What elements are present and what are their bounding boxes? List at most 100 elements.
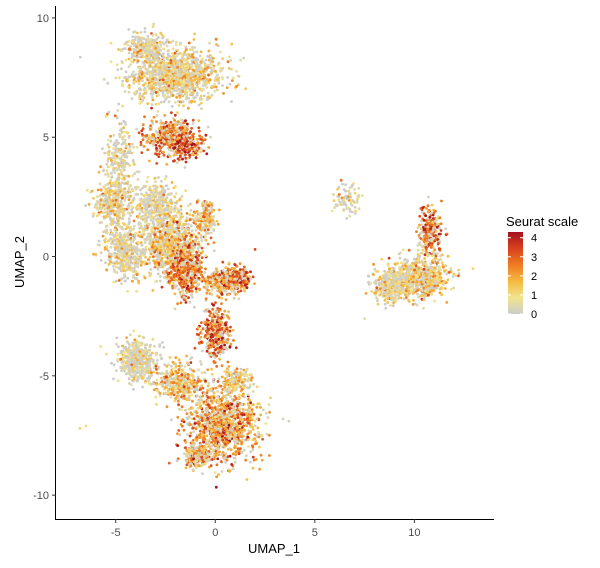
cell-point — [158, 256, 162, 260]
cell-point — [188, 48, 192, 51]
cell-point — [243, 289, 247, 293]
cell-point — [187, 222, 190, 226]
cell-point — [139, 143, 143, 147]
cell-point — [193, 32, 197, 36]
cell-point — [99, 251, 103, 255]
cell-point — [140, 72, 144, 76]
cell-point — [102, 204, 106, 207]
cell-point — [153, 250, 157, 254]
cell-point — [110, 242, 113, 245]
cell-point — [172, 77, 176, 80]
cell-point — [158, 41, 161, 44]
cell-point — [157, 93, 161, 97]
cell-point — [122, 276, 126, 279]
cell-point — [133, 54, 136, 58]
cell-point — [172, 186, 176, 190]
cell-point — [176, 254, 180, 257]
cell-point — [172, 133, 175, 137]
cell-point — [142, 92, 146, 96]
cell-point — [99, 203, 102, 207]
cell-point — [174, 81, 178, 85]
cell-point — [104, 197, 107, 201]
cell-point — [159, 58, 162, 62]
cell-point — [123, 141, 127, 145]
cell-point — [178, 133, 182, 137]
cell-point — [120, 238, 124, 242]
cell-point — [115, 63, 119, 67]
cell-point — [154, 43, 158, 46]
cell-point — [154, 184, 157, 188]
cell-point — [140, 192, 143, 196]
cell-point — [199, 60, 203, 64]
cell-point — [103, 240, 107, 244]
cell-point — [130, 40, 134, 43]
cell-point — [135, 127, 139, 131]
cell-point — [140, 235, 144, 239]
cell-point — [139, 31, 143, 34]
cell-point — [189, 140, 193, 144]
cell-point — [114, 144, 118, 148]
cell-point — [133, 93, 137, 96]
cell-point — [213, 270, 217, 274]
cell-point — [96, 243, 100, 247]
cell-point — [125, 40, 129, 44]
cell-point — [221, 84, 224, 87]
cell-point — [171, 284, 174, 288]
cell-point — [148, 64, 152, 68]
cell-point — [119, 150, 122, 154]
cell-point — [181, 288, 185, 292]
cell-point — [202, 142, 206, 145]
cell-point — [131, 256, 135, 259]
cell-point — [181, 282, 185, 285]
cell-point — [109, 232, 112, 236]
cell-point — [239, 58, 243, 62]
cell-point — [175, 215, 179, 219]
cell-point — [202, 79, 205, 82]
cell-point — [182, 248, 186, 252]
cell-point — [189, 92, 193, 96]
cell-point — [142, 49, 146, 52]
cell-point — [146, 201, 150, 205]
cell-point — [208, 96, 212, 100]
cell-point — [122, 130, 125, 134]
cell-point — [170, 130, 174, 133]
cell-point — [158, 251, 162, 255]
cell-point — [95, 195, 99, 199]
cell-point — [165, 90, 169, 94]
cell-point — [157, 133, 160, 137]
cell-point — [159, 100, 163, 104]
cell-point — [119, 163, 123, 167]
cell-point — [145, 141, 149, 144]
cell-point — [204, 238, 208, 242]
cell-point — [158, 224, 162, 228]
cell-point — [227, 262, 231, 266]
cell-point — [123, 90, 127, 93]
cell-point — [137, 40, 141, 44]
cell-point — [132, 219, 136, 223]
cell-point — [142, 83, 145, 87]
cell-point — [207, 73, 210, 77]
cell-point — [170, 84, 174, 87]
cell-point — [128, 164, 132, 168]
cell-point — [167, 84, 171, 88]
cell-point — [176, 151, 179, 155]
cell-point — [159, 233, 162, 237]
cell-point — [136, 255, 140, 259]
cell-point — [145, 54, 149, 58]
cell-point — [148, 187, 152, 191]
cell-point — [144, 248, 148, 252]
cell-point — [184, 119, 187, 123]
cell-point — [148, 56, 152, 59]
cell-point — [116, 147, 119, 151]
cell-point — [129, 268, 133, 272]
cell-point — [120, 177, 124, 181]
cell-point — [127, 65, 131, 68]
cell-point — [136, 265, 140, 268]
cell-point — [170, 253, 174, 256]
cell-point — [191, 81, 195, 84]
cell-point — [166, 135, 170, 138]
cell-point — [181, 258, 185, 262]
cell-point — [184, 131, 188, 135]
cell-point — [179, 41, 182, 45]
cell-point — [160, 126, 164, 130]
